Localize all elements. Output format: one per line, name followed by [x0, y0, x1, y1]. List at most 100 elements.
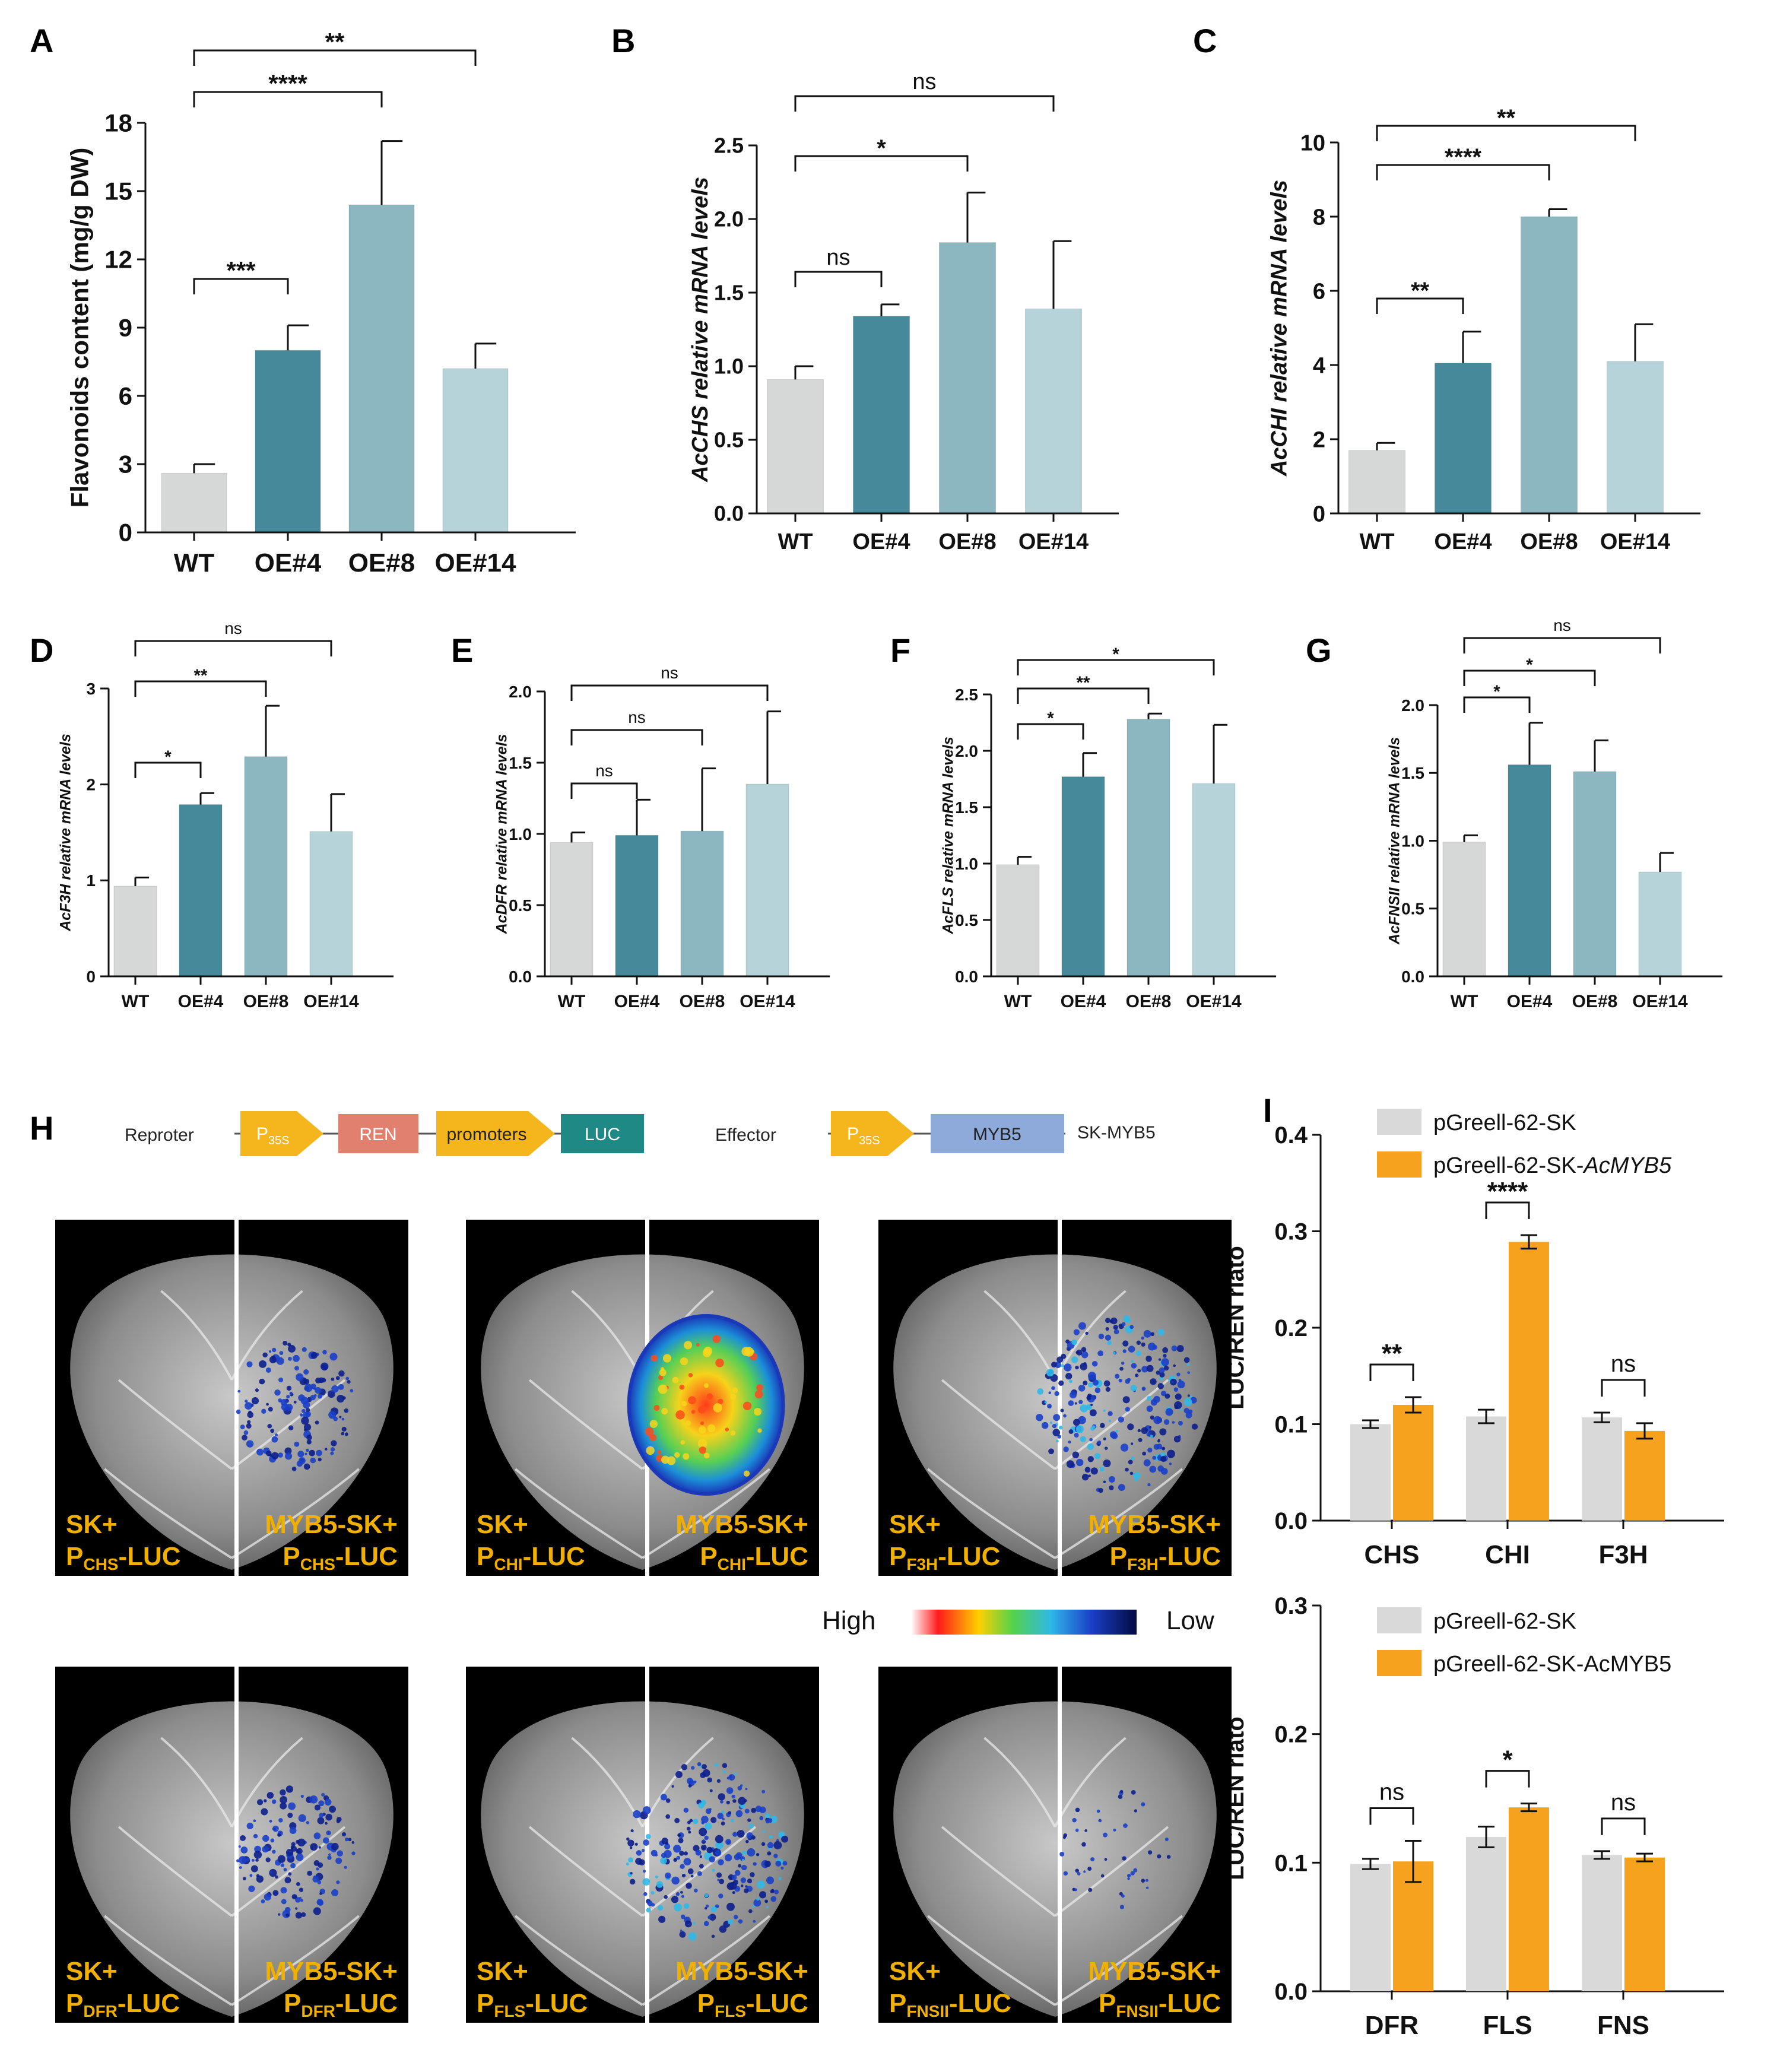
signal-speckle — [251, 1397, 259, 1405]
panel-letter-c: C — [1193, 22, 1217, 59]
signal-speckle — [1131, 1442, 1134, 1445]
signal-speckle — [331, 1440, 337, 1446]
signal-speckle — [251, 1858, 255, 1862]
significance-label: ns — [912, 69, 936, 94]
signal-speckle — [1173, 1436, 1181, 1443]
signal-speckle — [313, 1875, 316, 1879]
signal-speckle — [688, 1932, 697, 1941]
y-tick-label: 0.0 — [714, 502, 744, 526]
signal-speckle — [716, 1779, 721, 1783]
signal-speckle — [1088, 1474, 1091, 1478]
signal-speckle — [744, 1888, 749, 1893]
signal-speckle — [310, 1351, 318, 1359]
signal-speckle — [272, 1347, 277, 1353]
signal-speckle — [1157, 1854, 1162, 1859]
signal-speckle — [313, 1387, 316, 1390]
y-tick-label: 1.5 — [1401, 764, 1424, 782]
signal-speckle — [629, 1879, 636, 1885]
significance-bracket — [1485, 1201, 1530, 1219]
signal-speckle — [705, 1906, 707, 1910]
signal-speckle — [667, 1456, 676, 1465]
signal-speckle — [1075, 1868, 1080, 1873]
signal-speckle — [289, 1391, 293, 1395]
signal-speckle — [757, 1428, 762, 1433]
signal-speckle — [291, 1467, 297, 1471]
signal-speckle — [646, 1908, 651, 1913]
signal-speckle — [1187, 1371, 1190, 1375]
signal-speckle — [339, 1416, 342, 1419]
signal-speckle — [1164, 1837, 1169, 1841]
signal-speckle — [1171, 1345, 1178, 1351]
signal-speckle — [1172, 1421, 1175, 1424]
signal-speckle — [706, 1846, 713, 1854]
signal-speckle — [1141, 1879, 1145, 1883]
signal-speckle — [1109, 1485, 1114, 1490]
signal-speckle — [1098, 1819, 1102, 1823]
signal-speckle — [1125, 1467, 1129, 1472]
scale-high-label: High — [822, 1606, 876, 1635]
leaf-vein — [941, 1379, 1056, 1470]
signal-speckle — [1129, 1471, 1134, 1476]
leaf-shape — [70, 1254, 394, 1570]
signal-speckle — [1092, 1425, 1096, 1429]
significance-bracket — [794, 95, 1055, 112]
signal-speckle — [753, 1899, 761, 1907]
signal-speckle — [268, 1350, 272, 1353]
signal-speckle — [265, 1367, 271, 1373]
significance-bracket — [134, 640, 332, 656]
signal-speckle — [245, 1400, 248, 1403]
signal-speckle — [1122, 1396, 1130, 1404]
leaf-right-sub: DFR — [301, 2002, 335, 2020]
significance-label: **** — [268, 69, 307, 97]
signal-speckle — [1157, 1439, 1160, 1443]
legend-swatch-ctrl — [1377, 1109, 1421, 1135]
signal-speckle — [767, 1842, 774, 1849]
signal-speckle — [309, 1449, 315, 1457]
signal-speckle — [296, 1853, 304, 1861]
signal-speckle — [679, 1931, 686, 1938]
y-tick-label: 0.2 — [1274, 1722, 1308, 1748]
signal-speckle — [683, 1453, 690, 1460]
signal-speckle — [763, 1830, 766, 1833]
leaf-vein — [160, 1290, 233, 1381]
signal-speckle — [688, 1373, 693, 1378]
signal-speckle — [660, 1857, 667, 1864]
signal-speckle — [1065, 1339, 1070, 1344]
leaf-vein — [642, 1468, 770, 1559]
signal-speckle — [1100, 1874, 1105, 1878]
signal-speckle — [686, 1826, 691, 1831]
signal-speckle — [306, 1821, 310, 1824]
signal-speckle — [1072, 1817, 1077, 1823]
y-tick-label: 0 — [119, 519, 132, 547]
signal-speckle — [302, 1347, 307, 1352]
signal-speckle — [1090, 1467, 1098, 1475]
p35s-reporter-p: P — [256, 1124, 268, 1144]
signal-speckle — [1133, 1868, 1138, 1873]
signal-speckle — [1147, 1396, 1152, 1401]
signal-speckle — [297, 1451, 304, 1458]
signal-speckle — [744, 1347, 754, 1357]
leaf-left-line2: PDFR-LUC — [66, 1989, 180, 2020]
signal-speckle — [284, 1877, 291, 1884]
x-tick-label: WT — [1004, 992, 1032, 1011]
signal-speckle — [707, 1777, 712, 1783]
y-tick-label: 1.0 — [714, 354, 744, 379]
signal-speckle — [240, 1835, 246, 1841]
bar-fns-ctrl — [1582, 1855, 1622, 1991]
signal-speckle — [1090, 1403, 1093, 1407]
leaf-left-line2: PFNSII-LUC — [889, 1989, 1011, 2020]
significance-bracket — [794, 271, 883, 287]
leaf-left-line2: PCHI-LUC — [477, 1542, 585, 1573]
y-axis-label: AcFNSII relative mRNA levels — [1386, 737, 1403, 945]
signal-speckle — [294, 1366, 299, 1371]
signal-speckle — [1066, 1460, 1074, 1468]
signal-speckle — [285, 1849, 294, 1857]
leaf-right-line2: PFLS-LUC — [697, 1989, 808, 2020]
signal-speckle — [688, 1396, 696, 1405]
x-tick-label: FNS — [1597, 2011, 1649, 2040]
y-tick-label: 2.0 — [714, 207, 744, 231]
signal-speckle — [317, 1817, 325, 1824]
signal-speckle — [1075, 1425, 1084, 1433]
bar-d-2 — [244, 756, 288, 977]
